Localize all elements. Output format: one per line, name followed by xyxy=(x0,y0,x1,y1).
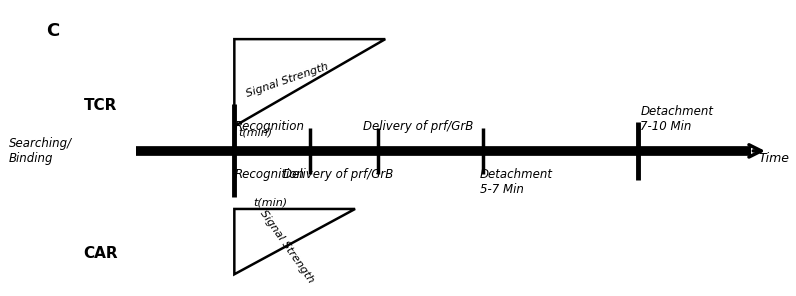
Text: t(min): t(min) xyxy=(253,197,287,207)
Text: Time: Time xyxy=(759,152,790,165)
Text: Detachment
5-7 Min: Detachment 5-7 Min xyxy=(479,168,552,196)
Text: Signal Strength: Signal Strength xyxy=(244,61,330,99)
Text: CAR: CAR xyxy=(84,247,118,261)
Text: C: C xyxy=(45,22,59,40)
Text: Delivery of prf/GrB: Delivery of prf/GrB xyxy=(283,168,394,181)
Text: TCR: TCR xyxy=(84,98,117,113)
Text: Searching/
Binding: Searching/ Binding xyxy=(9,137,72,165)
Text: Detachment
7-10 Min: Detachment 7-10 Min xyxy=(640,105,713,133)
Text: t(min): t(min) xyxy=(238,128,272,138)
Text: Delivery of prf/GrB: Delivery of prf/GrB xyxy=(363,120,473,133)
Text: Recognition: Recognition xyxy=(234,120,304,133)
Text: Recognition: Recognition xyxy=(234,168,304,181)
Text: Signal Strength: Signal Strength xyxy=(258,208,316,285)
